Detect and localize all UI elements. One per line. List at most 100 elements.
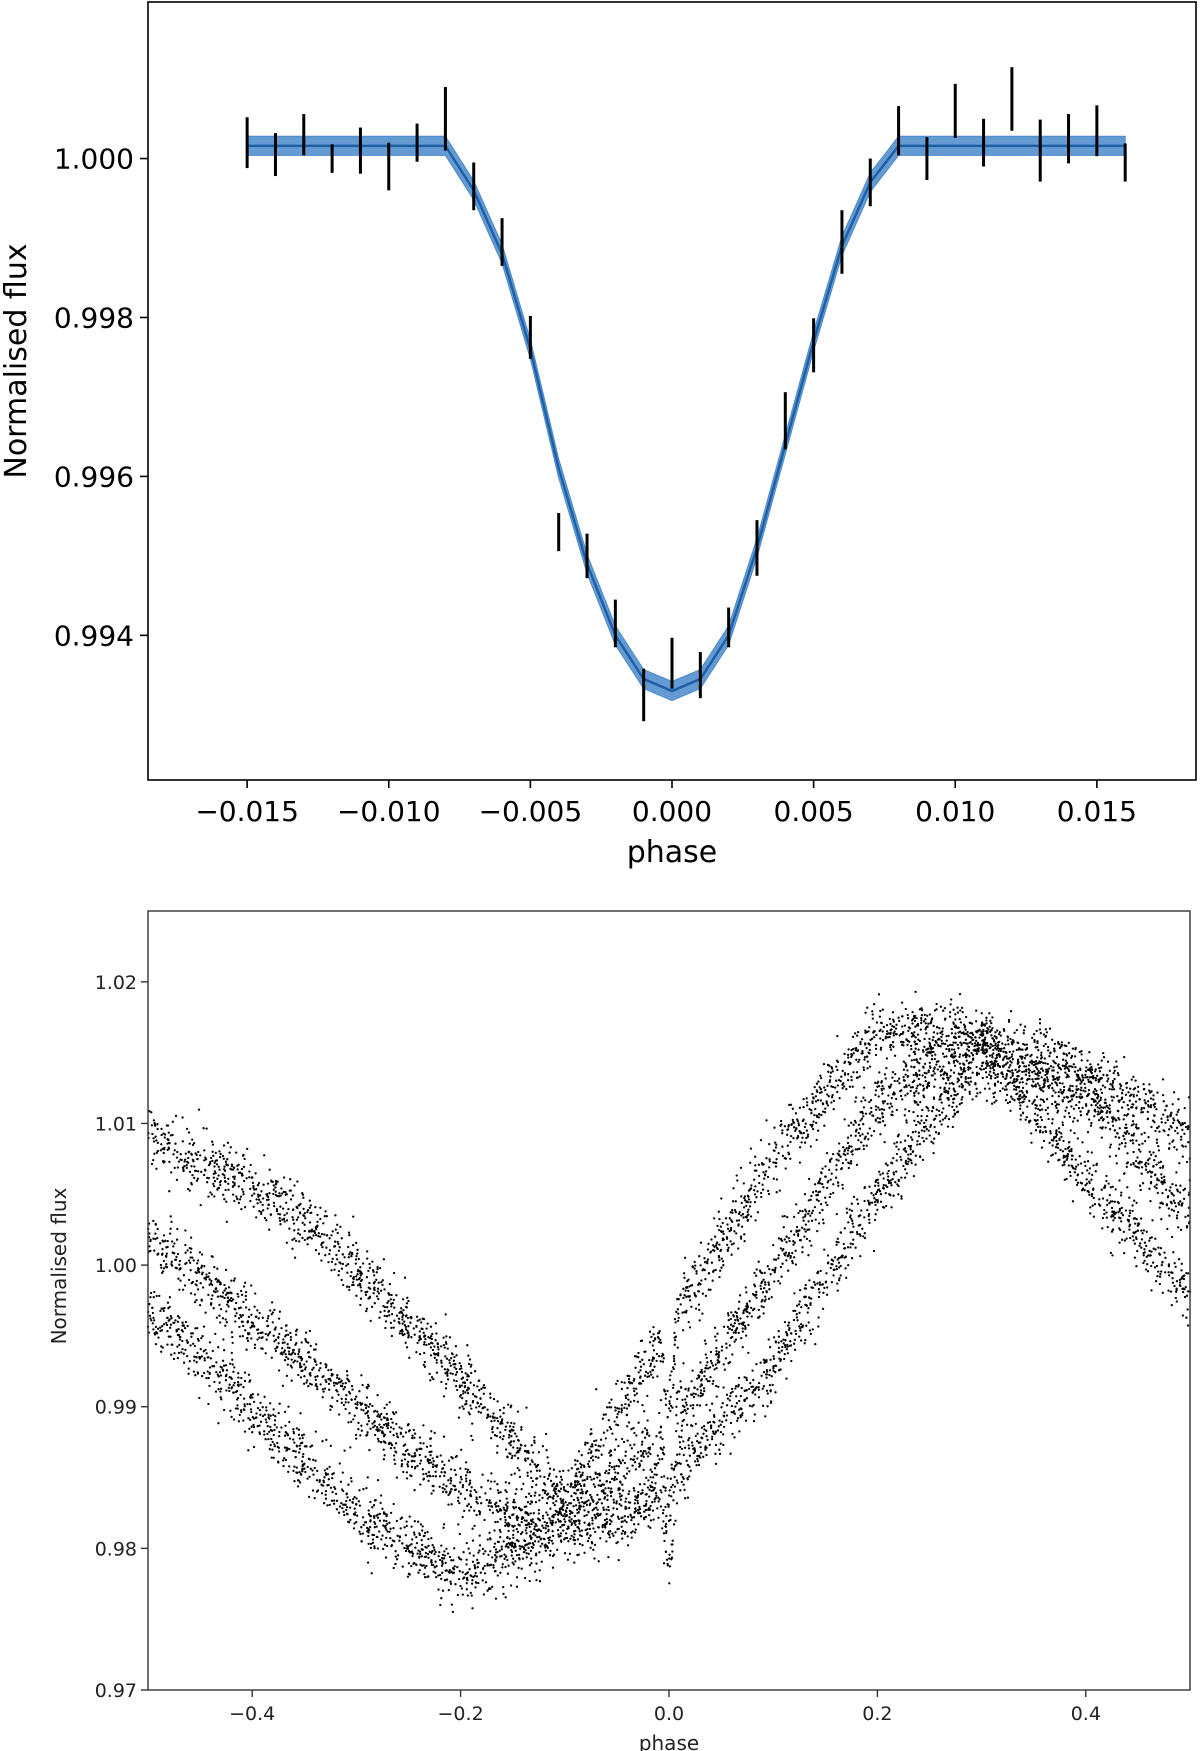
data-point bbox=[916, 1143, 919, 1146]
data-point bbox=[923, 1013, 926, 1017]
data-point bbox=[195, 1179, 199, 1182]
data-point bbox=[630, 1536, 633, 1539]
data-point bbox=[633, 1377, 636, 1381]
data-point bbox=[690, 1284, 693, 1287]
data-point bbox=[178, 1288, 181, 1291]
data-point bbox=[877, 1184, 880, 1187]
data-point bbox=[298, 1204, 301, 1207]
data-point bbox=[907, 1029, 910, 1033]
data-point bbox=[1111, 1084, 1114, 1087]
data-point bbox=[734, 1405, 737, 1408]
data-point bbox=[922, 1126, 926, 1129]
data-point bbox=[373, 1288, 376, 1292]
data-point bbox=[650, 1373, 653, 1376]
data-point bbox=[769, 1358, 772, 1361]
data-point bbox=[457, 1416, 461, 1419]
data-point bbox=[537, 1508, 541, 1512]
data-point bbox=[724, 1217, 728, 1220]
data-point bbox=[930, 1110, 934, 1113]
data-point bbox=[764, 1170, 768, 1173]
data-point bbox=[775, 1143, 778, 1146]
data-point bbox=[838, 1096, 841, 1100]
data-point bbox=[1070, 1056, 1073, 1059]
data-point bbox=[1126, 1161, 1130, 1164]
data-point bbox=[281, 1353, 284, 1356]
data-point bbox=[1146, 1100, 1150, 1103]
data-point bbox=[562, 1488, 566, 1491]
data-point bbox=[985, 1099, 989, 1102]
data-point bbox=[478, 1405, 481, 1408]
data-point bbox=[1124, 1126, 1127, 1130]
data-point bbox=[183, 1165, 186, 1168]
data-point bbox=[422, 1343, 426, 1346]
data-point bbox=[346, 1263, 350, 1266]
data-point bbox=[553, 1503, 556, 1507]
data-point bbox=[733, 1209, 737, 1212]
data-point bbox=[289, 1198, 293, 1201]
data-point bbox=[293, 1359, 297, 1362]
data-point bbox=[984, 1066, 988, 1070]
data-point bbox=[1174, 1184, 1178, 1187]
data-point bbox=[450, 1356, 453, 1360]
data-point bbox=[285, 1241, 288, 1244]
data-point bbox=[296, 1232, 300, 1235]
data-point bbox=[206, 1181, 209, 1184]
data-point bbox=[604, 1413, 607, 1416]
data-point bbox=[160, 1266, 163, 1269]
data-point bbox=[373, 1433, 377, 1437]
data-point bbox=[423, 1335, 426, 1338]
data-point bbox=[991, 1016, 994, 1019]
data-point bbox=[709, 1288, 712, 1291]
data-point bbox=[490, 1472, 493, 1475]
data-point bbox=[277, 1212, 280, 1216]
data-point bbox=[643, 1410, 646, 1413]
data-point bbox=[627, 1404, 631, 1407]
data-point bbox=[177, 1160, 181, 1163]
data-point bbox=[349, 1251, 352, 1254]
data-point bbox=[418, 1330, 421, 1333]
data-point bbox=[253, 1325, 256, 1328]
data-point bbox=[737, 1223, 740, 1226]
data-point bbox=[729, 1391, 732, 1395]
data-point bbox=[657, 1354, 661, 1358]
x-tick-label: −0.015 bbox=[195, 795, 299, 828]
data-point bbox=[816, 1282, 819, 1285]
data-point bbox=[351, 1243, 355, 1247]
data-point bbox=[730, 1410, 733, 1414]
data-point bbox=[278, 1217, 281, 1220]
data-point bbox=[208, 1278, 211, 1281]
data-point bbox=[495, 1509, 498, 1512]
data-point bbox=[637, 1523, 640, 1526]
data-point bbox=[738, 1211, 741, 1214]
data-point bbox=[488, 1531, 491, 1534]
data-point bbox=[425, 1343, 428, 1347]
data-point bbox=[812, 1097, 815, 1100]
data-point bbox=[412, 1428, 415, 1432]
data-point bbox=[533, 1439, 536, 1442]
data-point bbox=[648, 1513, 651, 1517]
data-point bbox=[910, 1159, 913, 1162]
data-point bbox=[1132, 1150, 1135, 1154]
data-point bbox=[1075, 1095, 1078, 1099]
data-point bbox=[686, 1463, 690, 1467]
data-point bbox=[1172, 1139, 1175, 1142]
data-point bbox=[699, 1445, 702, 1449]
data-point bbox=[845, 1276, 848, 1279]
data-point bbox=[393, 1319, 396, 1322]
data-point bbox=[651, 1376, 655, 1379]
data-point bbox=[255, 1198, 258, 1201]
data-point bbox=[940, 1035, 943, 1039]
data-point bbox=[196, 1157, 199, 1161]
data-point bbox=[465, 1477, 468, 1480]
data-point bbox=[296, 1216, 300, 1219]
data-point bbox=[1034, 1065, 1038, 1069]
data-point bbox=[762, 1371, 766, 1374]
data-point bbox=[236, 1197, 239, 1200]
data-point bbox=[917, 1120, 920, 1124]
data-point bbox=[466, 1468, 470, 1471]
data-point bbox=[1019, 1055, 1022, 1058]
data-point bbox=[838, 1277, 841, 1280]
data-point bbox=[278, 1332, 281, 1336]
data-point bbox=[265, 1338, 268, 1341]
data-point bbox=[430, 1337, 434, 1341]
